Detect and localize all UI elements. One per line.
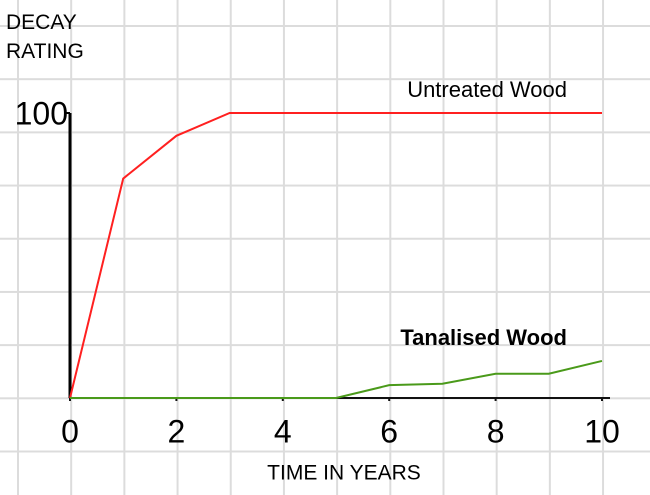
x-axis-label: TIME IN YEARS (267, 462, 421, 485)
series-line (70, 359, 603, 399)
y-tick-label: 100 (15, 95, 68, 131)
series-line (69, 112, 602, 399)
x-tick-label: 0 (61, 413, 79, 449)
x-tick-label: 6 (380, 413, 398, 449)
x-tick-label: 8 (487, 413, 505, 449)
y-axis-label: DECAY RATING (6, 11, 84, 63)
series-label: Untreated Wood (407, 77, 567, 102)
series-label: Tanalised Wood (400, 325, 567, 350)
x-tick-label: 4 (274, 413, 292, 449)
x-tick-label: 2 (168, 413, 186, 449)
x-tick-label: 10 (584, 413, 620, 449)
